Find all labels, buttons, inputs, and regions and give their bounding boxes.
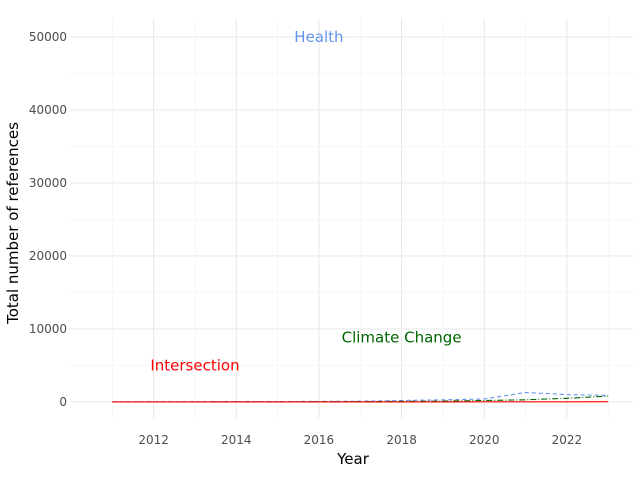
- x-tick-label: 2012: [138, 433, 169, 447]
- minor-grid: [71, 18, 633, 418]
- y-axis-title: Total number of references: [4, 122, 22, 325]
- x-tick-label: 2016: [304, 433, 335, 447]
- annotation-intersection: Intersection: [150, 356, 239, 374]
- annotation-health: Health: [294, 28, 343, 46]
- y-tick-label: 20000: [29, 249, 67, 263]
- y-tick-label: 0: [59, 395, 67, 409]
- series-layer: [112, 391, 609, 403]
- x-tick-label: 2014: [221, 433, 252, 447]
- x-tick-label: 2022: [552, 433, 583, 447]
- y-tick-label: 30000: [29, 176, 67, 190]
- x-tick-label: 2018: [386, 433, 417, 447]
- y-tick-label: 40000: [29, 103, 67, 117]
- x-tick-label: 2020: [469, 433, 500, 447]
- series-line-health: [112, 391, 609, 403]
- x-axis-ticks: 2012 2014 2016 2018 2020 2022: [138, 433, 582, 447]
- annotations: Health Climate Change Intersection: [150, 28, 461, 374]
- x-axis-title: Year: [336, 450, 370, 468]
- y-axis-ticks: 0 10000 20000 30000 40000 50000: [29, 30, 67, 409]
- annotation-climate-change: Climate Change: [342, 329, 462, 347]
- y-tick-label: 50000: [29, 30, 67, 44]
- y-tick-label: 10000: [29, 322, 67, 336]
